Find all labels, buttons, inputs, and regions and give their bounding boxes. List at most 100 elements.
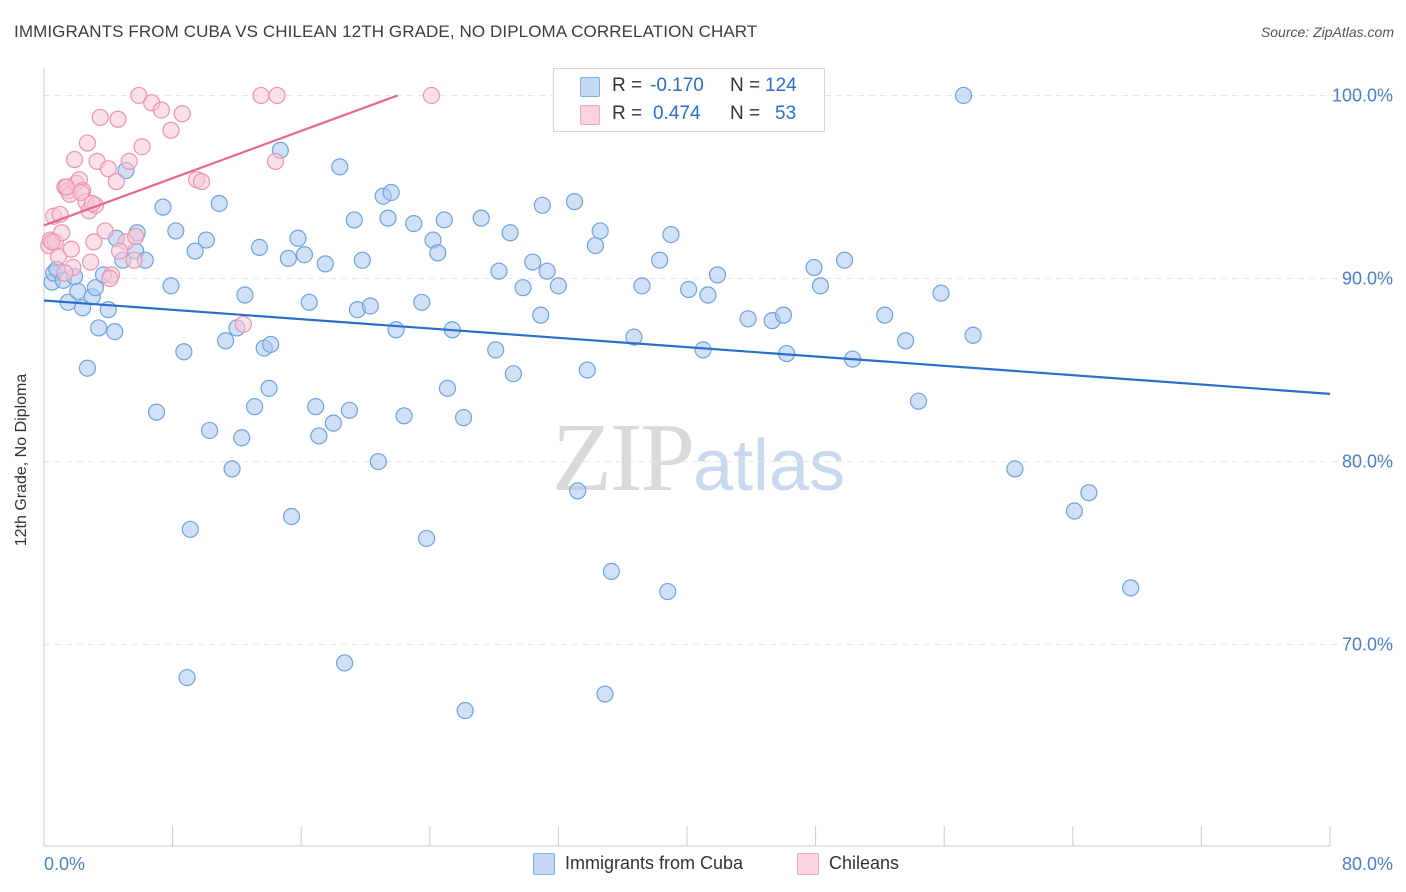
data-point-cuba (186, 242, 204, 260)
data-point-cuba (233, 429, 251, 447)
data-point-cuba (456, 701, 474, 720)
legend-n-value-cuba: 124 (765, 75, 797, 96)
data-point-cuba (524, 253, 542, 271)
data-point-cuba (262, 335, 280, 354)
data-point-cuba (336, 654, 354, 672)
data-point-cuba (954, 86, 973, 105)
data-point-cuba (167, 222, 185, 240)
data-point-chileans (130, 86, 148, 105)
data-point-chileans (268, 86, 286, 105)
data-point-cuba (909, 392, 928, 410)
data-point-cuba (162, 277, 180, 295)
data-point-cuba (387, 321, 405, 339)
bottom-legend-label-cuba: Immigrants from Cuba (565, 853, 744, 873)
data-point-cuba (260, 379, 278, 397)
data-point-cuba (78, 359, 97, 377)
legend-row-chileans: R = 0.474 N = 53 (554, 100, 824, 128)
data-point-cuba (651, 251, 669, 269)
gridlines (44, 94, 1392, 646)
data-point-chileans (85, 233, 103, 251)
data-point-cuba (353, 251, 371, 269)
data-point-cuba (438, 379, 457, 397)
data-point-cuba (300, 293, 318, 311)
data-point-cuba (361, 297, 379, 315)
data-point-cuba (964, 326, 982, 344)
trend-lines (43, 94, 1331, 395)
bottom-legend-label-chileans: Chileans (829, 853, 900, 873)
data-point-cuba (805, 258, 823, 277)
data-point-cuba (876, 306, 894, 324)
data-point-cuba (324, 414, 342, 432)
data-point-chileans (62, 240, 80, 258)
data-point-cuba (1122, 579, 1140, 597)
data-point-chileans (125, 251, 143, 269)
data-point-cuba (417, 529, 436, 548)
data-point-cuba (345, 211, 363, 229)
data-point-chileans (252, 86, 270, 105)
watermark-atlas: atlas (693, 426, 846, 506)
data-point-chileans (96, 222, 114, 240)
data-point-cuba (90, 319, 108, 337)
data-point-chileans (266, 152, 285, 170)
y-tick-label: 90.0% (1342, 269, 1393, 289)
tick-labels: 70.0% 80.0% 90.0% 100.0% 0.0% 80.0% (44, 85, 1393, 874)
correlation-legend: R = -0.170 N = 124 R = 0.474 N = 53 (553, 68, 825, 132)
data-point-cuba (395, 407, 413, 425)
data-points (40, 86, 1140, 720)
data-point-chileans (162, 121, 180, 139)
data-point-cuba (501, 224, 519, 242)
data-point-cuba (487, 341, 505, 359)
axes (43, 68, 1331, 847)
data-point-cuba (86, 279, 105, 297)
data-point-cuba (625, 328, 643, 346)
data-point-cuba (472, 209, 490, 227)
legend-swatch-chileans (580, 105, 600, 125)
data-point-chileans (234, 315, 252, 333)
data-point-cuba (586, 236, 604, 255)
data-point-cuba (680, 280, 698, 299)
data-point-cuba (1006, 460, 1024, 478)
data-point-cuba (569, 482, 587, 500)
data-point-cuba (591, 222, 609, 240)
data-point-cuba (602, 562, 621, 581)
data-point-cuba (181, 520, 199, 538)
data-point-cuba (533, 196, 551, 214)
data-point-cuba (578, 361, 596, 379)
data-point-cuba (514, 279, 532, 297)
data-point-chileans (422, 86, 441, 105)
data-point-cuba (454, 409, 473, 427)
data-point-chileans (57, 178, 76, 196)
data-point-chileans (192, 172, 211, 191)
data-point-cuba (811, 277, 830, 295)
data-point-cuba (532, 306, 550, 324)
trend-line-cuba (43, 299, 1331, 395)
data-point-chileans (49, 247, 68, 266)
y-tick-label: 80.0% (1342, 452, 1393, 472)
data-point-chileans (133, 138, 151, 156)
data-point-cuba (774, 306, 793, 324)
data-point-cuba (316, 255, 334, 273)
y-tick-label: 70.0% (1342, 635, 1393, 655)
source-label: Source: ZipAtlas.com (1260, 24, 1394, 40)
data-point-chileans (78, 134, 97, 152)
data-point-cuba (413, 293, 431, 311)
data-point-cuba (200, 421, 219, 440)
data-point-cuba (932, 284, 950, 302)
x-tick-label-max: 80.0% (1342, 854, 1393, 874)
data-point-cuba (106, 323, 124, 341)
data-point-cuba (223, 460, 241, 478)
data-point-cuba (549, 277, 568, 295)
data-point-cuba (538, 262, 556, 280)
data-point-cuba (694, 341, 712, 359)
data-point-cuba (295, 246, 314, 264)
data-point-chileans (99, 160, 117, 178)
data-point-chileans (43, 233, 61, 251)
data-point-cuba (331, 158, 349, 176)
data-point-chileans (110, 242, 129, 260)
data-point-chileans (82, 253, 100, 271)
data-point-cuba (310, 427, 328, 445)
legend-n-value-chileans: 53 (775, 103, 797, 124)
data-point-cuba (429, 244, 447, 262)
data-point-cuba (659, 582, 677, 601)
legend-swatch-cuba (580, 77, 600, 97)
